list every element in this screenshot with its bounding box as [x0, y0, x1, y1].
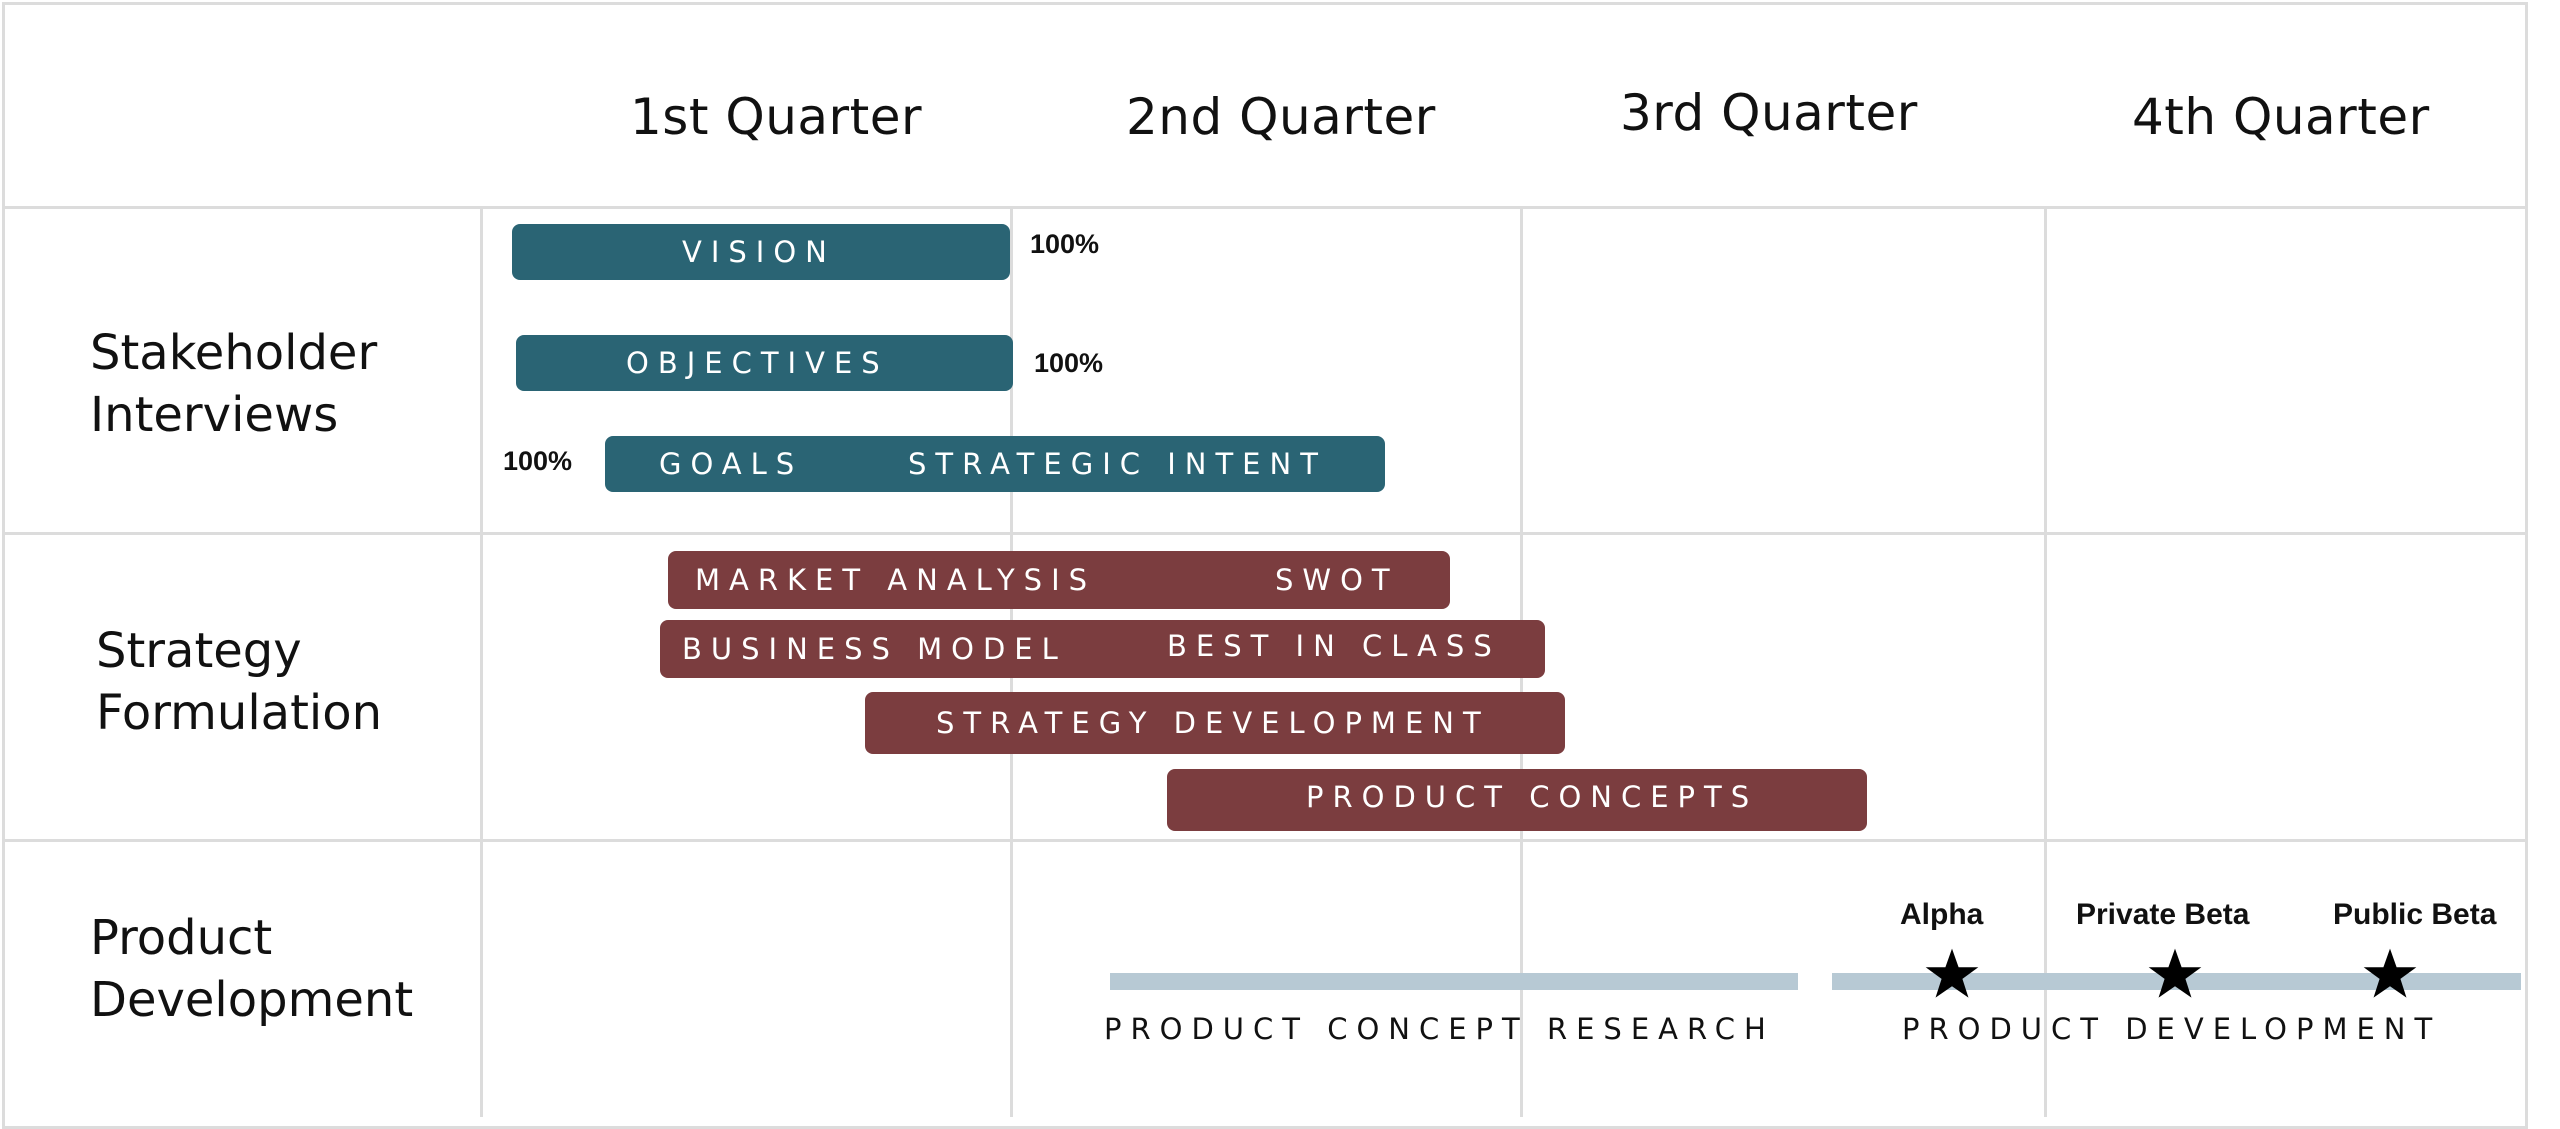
label-column-divider	[480, 206, 483, 1117]
quarter-header-2: 2nd Quarter	[1126, 88, 1436, 146]
star-icon[interactable]	[2362, 947, 2418, 1003]
row-label-line: Product	[90, 910, 273, 966]
row-label-line: Stakeholder	[90, 325, 378, 381]
row-label-stakeholder-interviews: Stakeholder Interviews	[90, 322, 377, 446]
strategic-intent-bar-label: STRATEGIC INTENT	[908, 447, 1327, 481]
vision-bar-label: VISION	[682, 235, 836, 269]
quarter-header-1: 1st Quarter	[630, 88, 923, 146]
objectives-bar[interactable]: OBJECTIVES	[516, 335, 1013, 391]
objectives-bar-label: OBJECTIVES	[626, 346, 889, 380]
milestone-public-beta-label: Public Beta	[2333, 898, 2497, 931]
vision-percent: 100%	[1030, 229, 1100, 259]
strategy-development-bar[interactable]: STRATEGY DEVELOPMENT	[865, 692, 1565, 754]
objectives-percent: 100%	[1034, 348, 1104, 378]
goals-bar[interactable]: GOALS STRATEGIC INTENT	[605, 436, 1385, 492]
row-label-line: Formulation	[96, 685, 383, 741]
business-model-bar[interactable]: BUSINESS MODEL BEST IN CLASS	[660, 620, 1545, 678]
product-development-label: PRODUCT DEVELOPMENT	[1902, 1012, 2442, 1046]
quarter-header-3: 3rd Quarter	[1620, 84, 1918, 142]
quarter-header-4: 4th Quarter	[2132, 88, 2430, 146]
milestone-alpha-label: Alpha	[1900, 898, 1984, 931]
row-label-line: Interviews	[90, 387, 339, 443]
star-icon[interactable]	[1924, 947, 1980, 1003]
row-divider-1	[2, 532, 2528, 535]
goals-percent: 100%	[503, 446, 573, 476]
swot-bar-label: SWOT	[1275, 563, 1399, 597]
product-concept-research-track[interactable]	[1110, 973, 1798, 990]
row-label-product-development: Product Development	[90, 907, 413, 1031]
market-analysis-bar[interactable]: MARKET ANALYSIS SWOT	[668, 551, 1450, 609]
row-label-line: Development	[90, 972, 414, 1028]
goals-bar-label: GOALS	[659, 447, 804, 481]
business-model-bar-label: BUSINESS MODEL	[682, 632, 1067, 666]
row-label-strategy-formulation: Strategy Formulation	[96, 620, 382, 744]
header-divider	[2, 206, 2528, 209]
best-in-class-bar-label: BEST IN CLASS	[1167, 628, 1501, 663]
quarter-divider-3	[2044, 206, 2047, 1117]
product-concepts-bar-label: PRODUCT CONCEPTS	[1306, 779, 1759, 814]
row-divider-2	[2, 839, 2528, 842]
milestone-private-beta-label: Private Beta	[2076, 898, 2250, 931]
strategy-development-bar-label: STRATEGY DEVELOPMENT	[936, 706, 1490, 740]
product-concept-research-label: PRODUCT CONCEPT RESEARCH	[1104, 1012, 1775, 1046]
market-analysis-bar-label: MARKET ANALYSIS	[695, 563, 1097, 597]
vision-bar[interactable]: VISION	[512, 224, 1010, 280]
product-concepts-bar[interactable]: PRODUCT CONCEPTS	[1167, 769, 1867, 831]
star-icon[interactable]	[2147, 947, 2203, 1003]
row-label-line: Strategy	[96, 623, 302, 679]
